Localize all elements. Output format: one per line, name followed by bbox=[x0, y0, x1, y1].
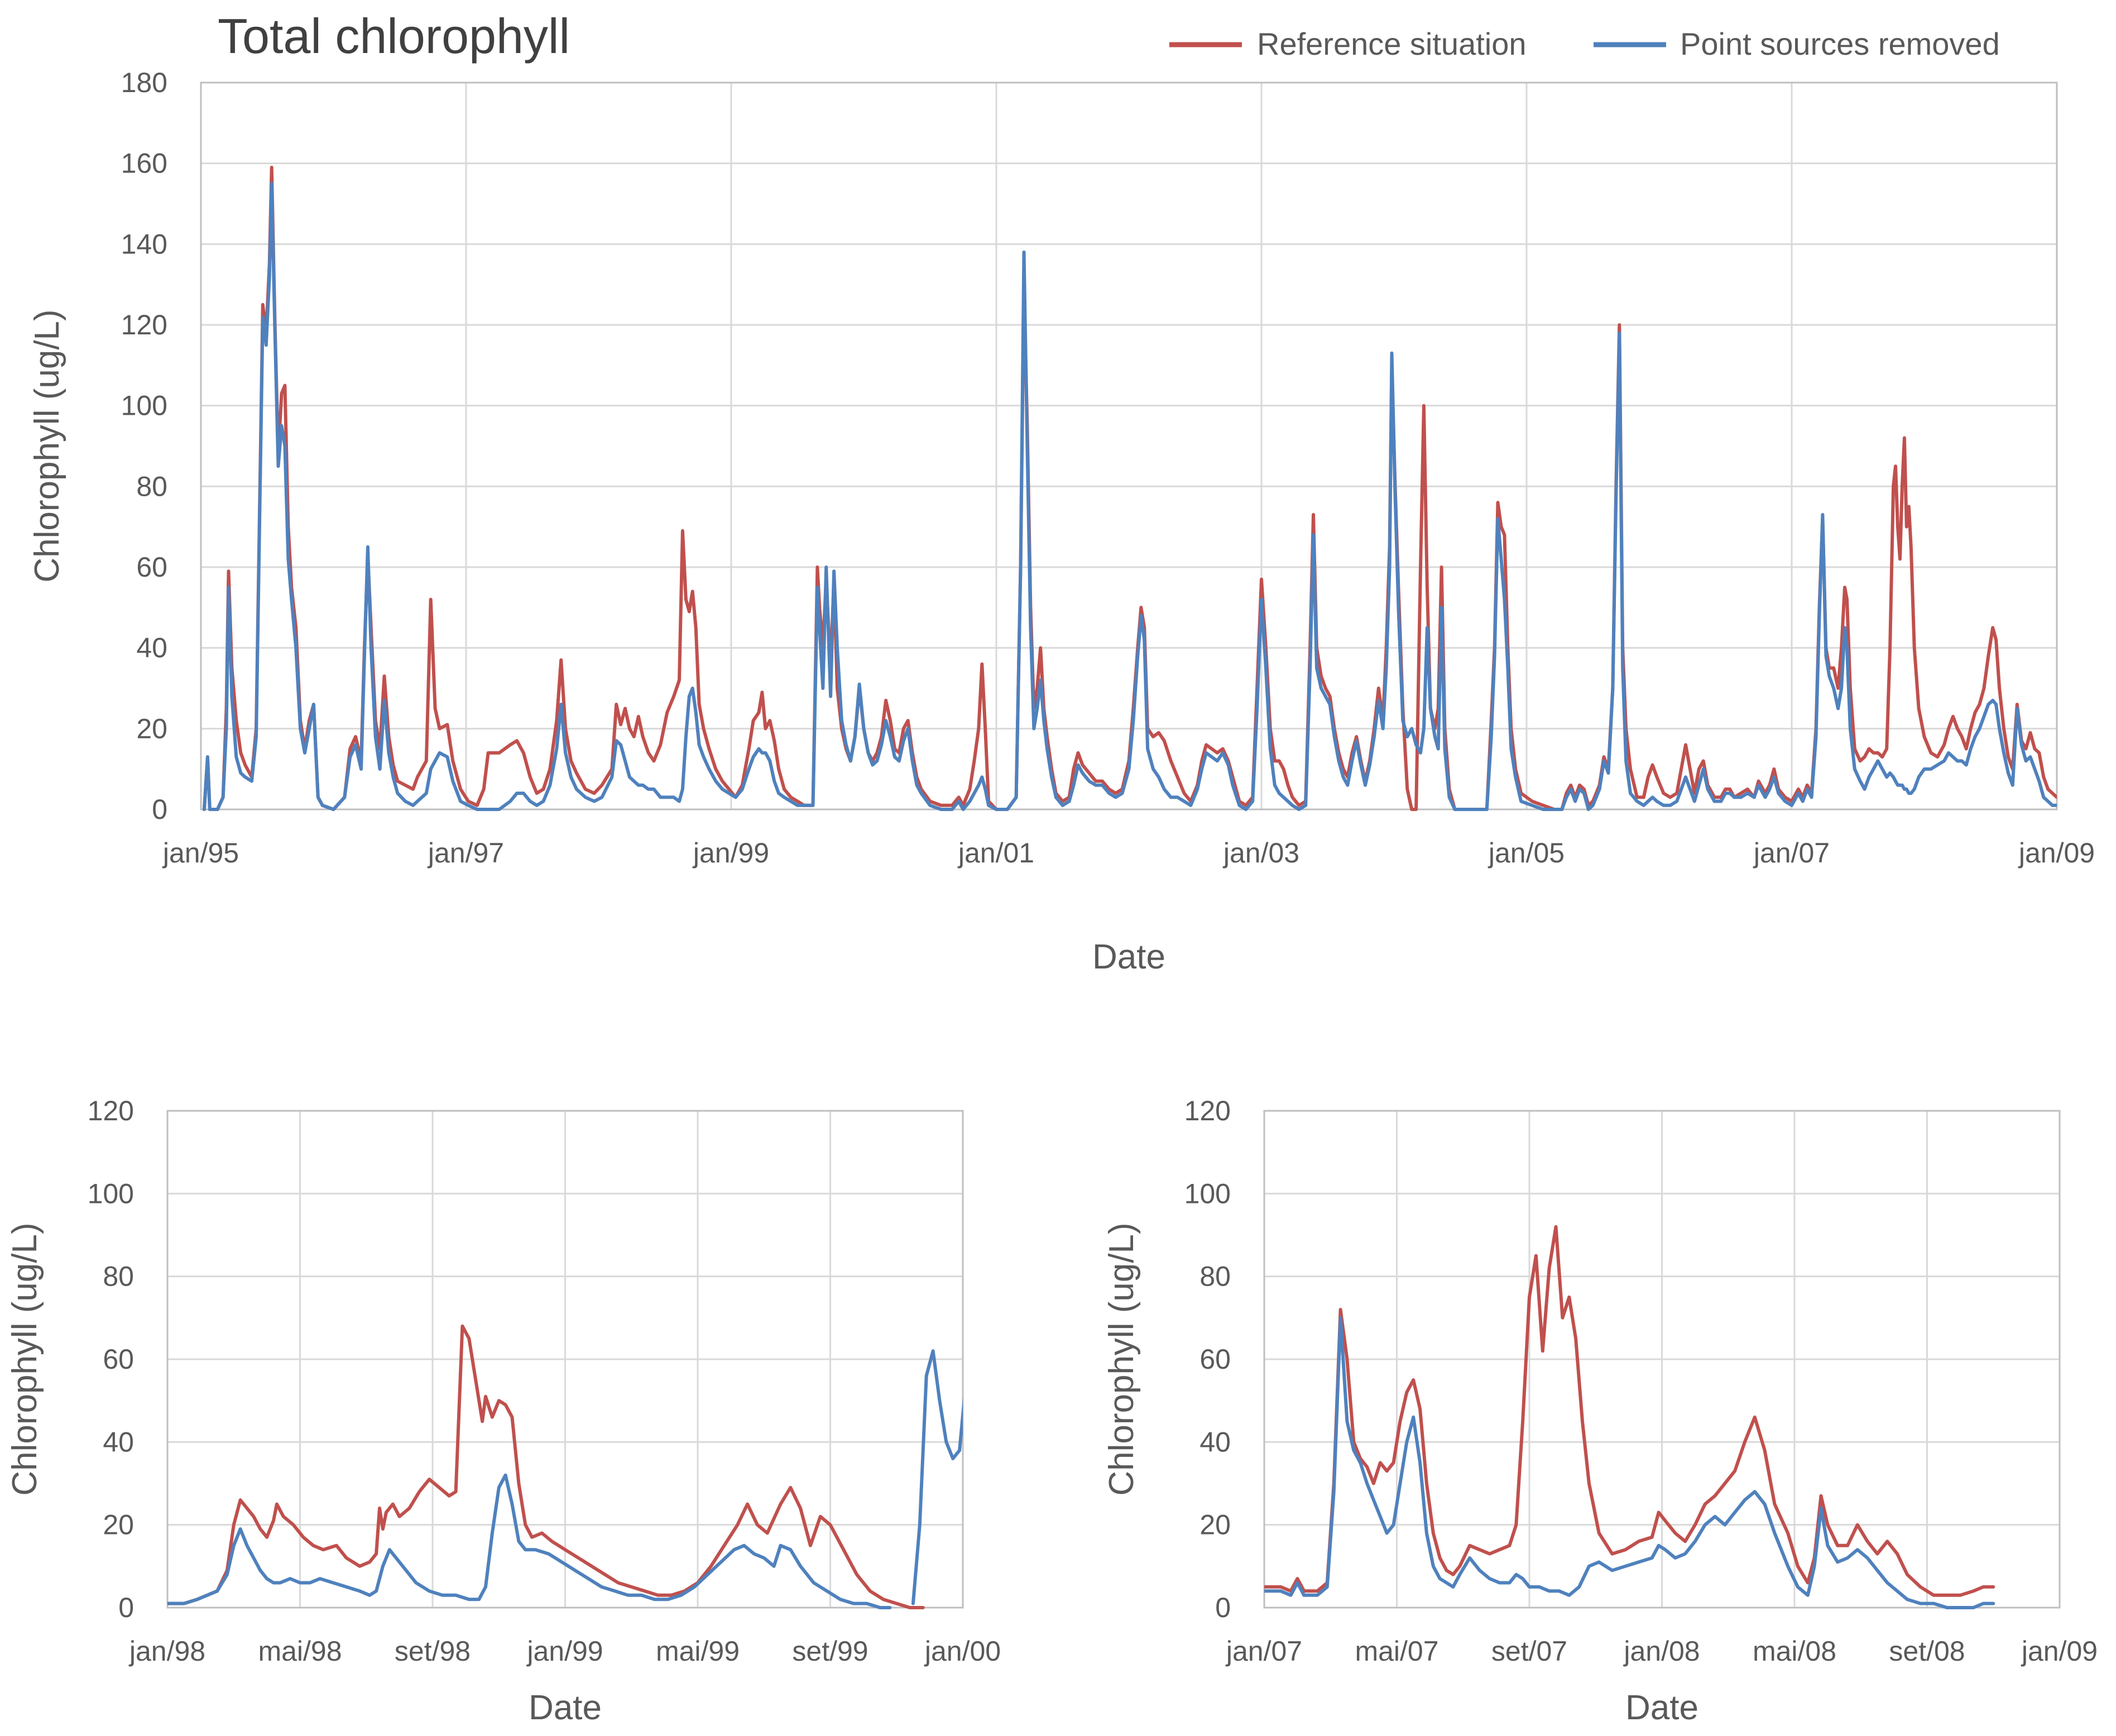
panel1-y-tick-label: 40 bbox=[136, 632, 167, 664]
panel1-x-tick-label: jan/03 bbox=[1222, 837, 1299, 869]
panel3-x-axis-label: Date bbox=[1625, 1689, 1698, 1727]
panel2-y-tick-label: 60 bbox=[103, 1344, 134, 1375]
panel3-y-tick-label: 60 bbox=[1199, 1344, 1231, 1375]
panel2-x-tick-label: set/98 bbox=[395, 1636, 471, 1667]
panel1-series-point-sources-removed-line bbox=[202, 181, 2057, 811]
panel2-x-tick-label: jan/98 bbox=[128, 1636, 205, 1667]
panel2-y-tick-label: 40 bbox=[103, 1426, 134, 1457]
panel3-y-tick-label: 0 bbox=[1215, 1592, 1231, 1623]
panel3-y-tick-label: 80 bbox=[1199, 1261, 1231, 1292]
panel1-x-tick-label: jan/01 bbox=[957, 837, 1034, 869]
panel2-y-tick-label: 20 bbox=[103, 1509, 134, 1541]
chart-title: Total chlorophyll bbox=[218, 8, 570, 64]
panel2-x-tick-label: set/99 bbox=[792, 1636, 868, 1667]
panel2-x-tick-label: mai/99 bbox=[656, 1636, 740, 1667]
panel1-series-reference-situation-line bbox=[202, 165, 2057, 811]
panel3-y-axis-label: Chlorophyll (ug/L) bbox=[1102, 1222, 1141, 1495]
panel1-x-tick-label: jan/09 bbox=[2018, 837, 2095, 869]
panel3-plot-frame bbox=[1263, 1110, 2061, 1609]
panel2-y-tick-label: 100 bbox=[88, 1178, 134, 1209]
panel1-y-axis-label: Chlorophyll (ug/L) bbox=[28, 309, 66, 582]
panel2-y-tick-label: 80 bbox=[103, 1261, 134, 1292]
panel3-y-tick-label: 100 bbox=[1184, 1178, 1231, 1209]
panel1-x-tick-label: jan/99 bbox=[692, 837, 769, 869]
panel1-plot-frame bbox=[200, 81, 2058, 811]
panel3-series-point-sources-removed-line bbox=[1264, 1316, 1995, 1609]
panel1-y-tick-label: 120 bbox=[121, 309, 167, 341]
panel1-x-tick-label: jan/07 bbox=[1753, 837, 1830, 869]
panel1-x-tick-label: jan/95 bbox=[162, 837, 239, 869]
panel2-series-both-overlap--line bbox=[911, 1349, 963, 1605]
panel1-y-tick-label: 180 bbox=[121, 67, 167, 98]
legend-label-1: Reference situation bbox=[1257, 26, 1527, 61]
panel3-x-tick-label: jan/09 bbox=[2021, 1636, 2098, 1667]
panel1-x-tick-label: jan/97 bbox=[427, 837, 504, 869]
panel3-y-tick-label: 120 bbox=[1184, 1095, 1231, 1126]
panel2-x-tick-label: jan/00 bbox=[924, 1636, 1001, 1667]
panel2-x-tick-label: jan/99 bbox=[526, 1636, 603, 1667]
panel3-x-tick-label: jan/07 bbox=[1225, 1636, 1302, 1667]
panel3-x-tick-label: set/07 bbox=[1491, 1636, 1567, 1667]
legend-label-2: Point sources removed bbox=[1680, 26, 2000, 61]
panel1-y-tick-label: 60 bbox=[136, 552, 167, 583]
panel3-y-tick-label: 20 bbox=[1199, 1509, 1231, 1541]
panel2-series-reference-situation-line bbox=[167, 1324, 925, 1609]
panel2-series-point-sources-removed-line bbox=[167, 1473, 892, 1609]
panel2-x-tick-label: mai/98 bbox=[258, 1636, 342, 1667]
panel3-series-reference-situation-line bbox=[1264, 1225, 1995, 1597]
panel2-y-tick-label: 0 bbox=[118, 1592, 134, 1623]
panel1-y-tick-label: 140 bbox=[121, 228, 167, 260]
panel1-y-tick-label: 20 bbox=[136, 713, 167, 744]
panel2-y-axis-label: Chlorophyll (ug/L) bbox=[6, 1222, 44, 1495]
panel3-x-tick-label: mai/07 bbox=[1355, 1636, 1438, 1667]
panel2-x-axis-label: Date bbox=[529, 1689, 602, 1727]
panel3-x-tick-label: set/08 bbox=[1889, 1636, 1965, 1667]
panel1-y-tick-label: 80 bbox=[136, 471, 167, 502]
panel1-y-tick-label: 100 bbox=[121, 390, 167, 421]
panel1-y-tick-label: 160 bbox=[121, 148, 167, 179]
panel2-y-tick-label: 120 bbox=[88, 1095, 134, 1126]
panel2-plot-frame bbox=[166, 1110, 964, 1609]
panel1-x-tick-label: jan/05 bbox=[1488, 837, 1565, 869]
panel3-x-tick-label: jan/08 bbox=[1623, 1636, 1700, 1667]
panel3-x-tick-label: mai/08 bbox=[1753, 1636, 1836, 1667]
panel1-y-tick-label: 0 bbox=[152, 794, 167, 825]
panel1-x-axis-label: Date bbox=[1092, 938, 1165, 976]
panel3-y-tick-label: 40 bbox=[1199, 1426, 1231, 1457]
